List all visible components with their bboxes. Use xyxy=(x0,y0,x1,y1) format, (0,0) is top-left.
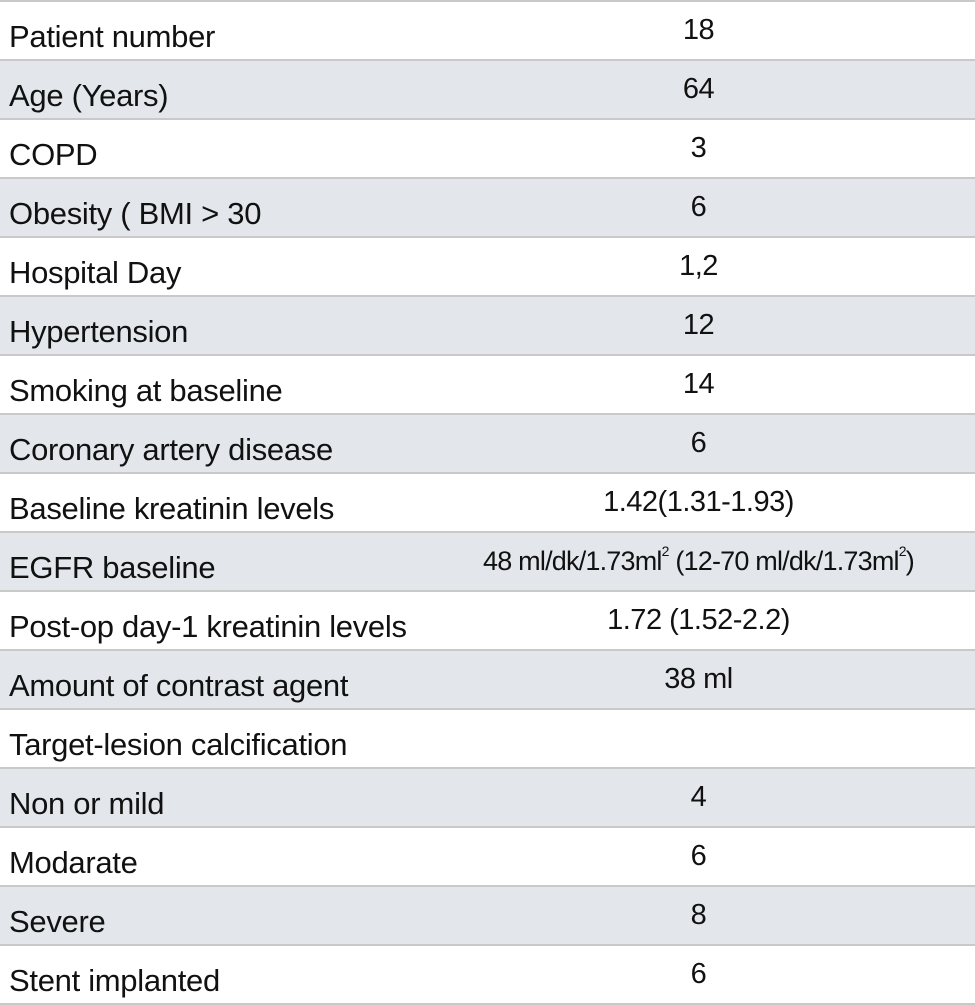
table-row: Hospital Day 1,2 xyxy=(0,238,975,297)
egfr-range: (12-70 ml/dk/1.73ml xyxy=(668,546,899,576)
row-label: Obesity ( BMI > 30 xyxy=(9,196,262,231)
row-value: 6 xyxy=(690,191,707,223)
table-row: Hypertension 12 xyxy=(0,297,975,356)
egfr-superscript: 2 xyxy=(661,543,670,559)
row-label: Amount of contrast agent xyxy=(9,668,349,703)
row-value: 1,2 xyxy=(679,250,718,282)
row-value: 48 ml/dk/1.73ml2 (12-70 ml/dk/1.73ml2) xyxy=(422,541,975,581)
row-label: EGFR baseline xyxy=(9,550,216,585)
row-label: Age (Years) xyxy=(9,78,169,113)
row-label: Hospital Day xyxy=(9,255,182,290)
row-label: Post-op day-1 kreatinin levels xyxy=(9,609,407,644)
table-row: Baseline kreatinin levels 1.42(1.31-1.93… xyxy=(0,474,975,533)
row-label: Coronary artery disease xyxy=(9,432,333,467)
row-value: 64 xyxy=(682,73,715,105)
row-value: 4 xyxy=(690,781,707,813)
row-label: Target-lesion calcification xyxy=(9,727,348,762)
table-row: Target-lesion calcification xyxy=(0,710,975,769)
table-row: Stent implanted 6 xyxy=(0,946,975,1005)
row-value: 6 xyxy=(690,840,707,872)
table-row: Patient number 18 xyxy=(0,2,975,61)
row-value: 14 xyxy=(682,368,715,400)
row-value: 3 xyxy=(690,132,707,164)
row-label: Non or mild xyxy=(9,786,165,821)
table-row: COPD 3 xyxy=(0,120,975,179)
table-row: Obesity ( BMI > 30 6 xyxy=(0,179,975,238)
egfr-close-paren: ) xyxy=(905,546,915,576)
row-label: Baseline kreatinin levels xyxy=(9,491,335,526)
row-label: Smoking at baseline xyxy=(9,373,283,408)
row-label: Modarate xyxy=(9,845,138,880)
row-value: 6 xyxy=(690,427,707,459)
table-row: Smoking at baseline 14 xyxy=(0,356,975,415)
table-row: Amount of contrast agent 38 ml xyxy=(0,651,975,710)
row-label: Patient number xyxy=(9,19,216,54)
row-value: 18 xyxy=(682,14,715,46)
row-value: 38 ml xyxy=(664,663,733,695)
row-value: 1.42(1.31-1.93) xyxy=(603,486,794,518)
table-row: Post-op day-1 kreatinin levels 1.72 (1.5… xyxy=(0,592,975,651)
row-label: Stent implanted xyxy=(9,963,220,998)
egfr-value-main: 48 ml/dk/1.73ml xyxy=(483,546,662,576)
row-label: Severe xyxy=(9,904,106,939)
table-row: Non or mild 4 xyxy=(0,769,975,828)
egfr-range-superscript: 2 xyxy=(898,543,907,559)
table-row: Coronary artery disease 6 xyxy=(0,415,975,474)
table-row: Modarate 6 xyxy=(0,828,975,887)
row-label: Hypertension xyxy=(9,314,189,349)
table-row: Age (Years) 64 xyxy=(0,61,975,120)
row-value: 12 xyxy=(682,309,715,341)
row-label: COPD xyxy=(9,137,98,172)
row-value: 6 xyxy=(690,958,707,990)
table-row: EGFR baseline 48 ml/dk/1.73ml2 (12-70 ml… xyxy=(0,533,975,592)
row-value: 8 xyxy=(690,899,707,931)
table-row: Severe 8 xyxy=(0,887,975,946)
row-value: 1.72 (1.52-2.2) xyxy=(607,604,790,636)
